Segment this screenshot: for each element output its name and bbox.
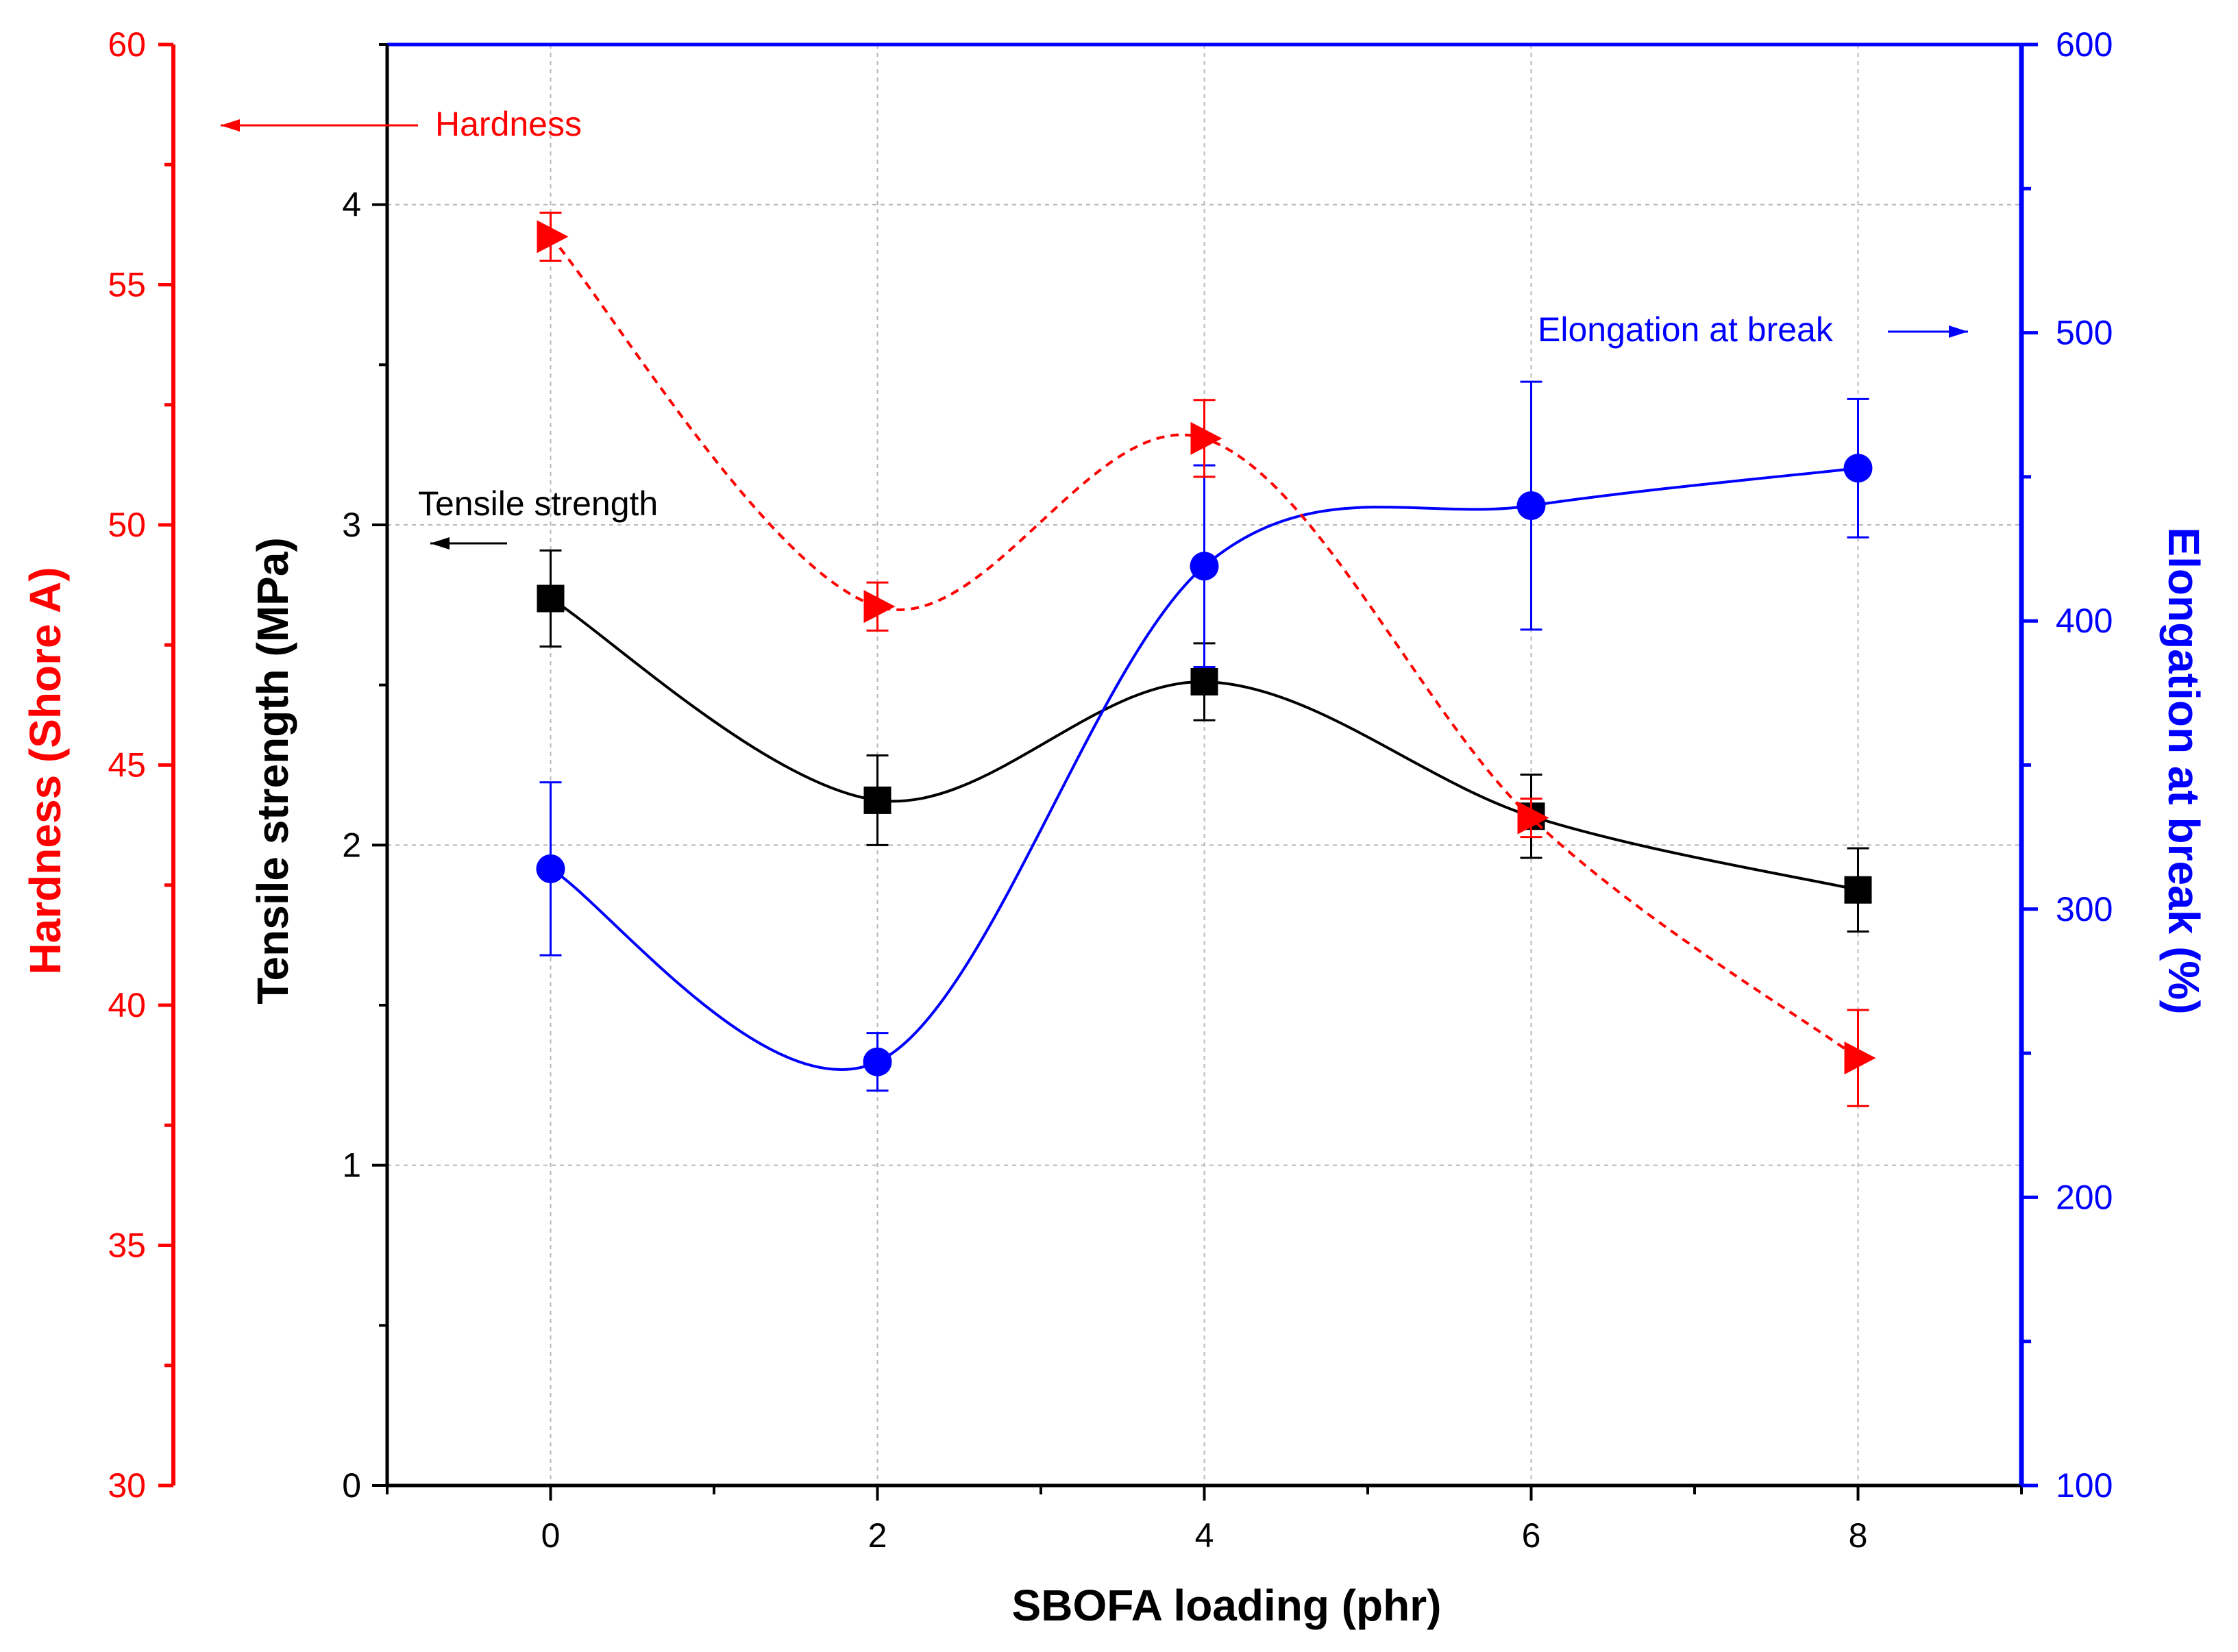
y-tick-label-hardness: 60 [108,25,146,64]
y-tick-label-tensile: 2 [342,826,361,864]
data-point-tensile-strength [1844,876,1872,904]
data-point-hardness [1190,421,1222,455]
series-elongation-at-break [536,380,1873,1092]
data-point-hardness [863,590,896,624]
annotation-arrow-tensile-strength-head [430,537,450,550]
y-tick-label-hardness: 30 [108,1466,146,1505]
data-point-hardness [537,220,569,254]
y-tick-label-tensile: 0 [342,1466,361,1505]
y-axis-title-tensile: Tensile strength (MPa) [248,537,297,1004]
data-point-elongation-at-break [1843,454,1873,483]
data-point-elongation-at-break [1190,552,1219,581]
y-axis-title-elongation: Elongation at break (%) [2159,527,2209,1014]
data-point-tensile-strength [863,786,891,814]
data-point-tensile-strength [1190,667,1218,695]
annotation-arrow-elongation-at-break-head [1949,325,1968,338]
series-line-elongation-at-break [550,467,1858,1071]
y-tick-label-elongation: 100 [2056,1466,2113,1505]
series-layer [536,211,1876,1107]
axes: 0 2 4 6 8 0 1 2 3 4 30 35 40 45 50 55 60 100 200 300 400 500 6… [108,25,2113,1555]
y-tick-label-elongation: 500 [2056,314,2113,352]
data-point-elongation-at-break [536,854,565,883]
y-tick-label-elongation: 400 [2056,602,2113,640]
x-tick-label: 8 [1849,1516,1868,1555]
data-point-elongation-at-break [863,1047,892,1076]
annotation-elongation-at-break: Elongation at break [1538,310,1834,349]
y-axis-title-hardness: Hardness (Shore A) [21,567,70,974]
annotation-arrow-hardness-head [221,119,240,132]
x-tick-label: 0 [541,1516,561,1555]
series-hardness [537,211,1876,1107]
data-point-elongation-at-break [1516,491,1546,520]
annotations: Hardness Tensile strength Elongation at … [221,105,1968,550]
data-point-hardness [1517,801,1549,835]
y-tick-label-tensile: 1 [342,1146,361,1185]
y-tick-label-elongation: 600 [2056,25,2113,64]
x-tick-label: 4 [1195,1516,1214,1555]
data-point-hardness [1844,1041,1876,1075]
y-tick-label-hardness: 40 [108,986,146,1024]
x-tick-label: 2 [868,1516,887,1555]
y-tick-label-elongation: 200 [2056,1178,2113,1216]
annotation-tensile-strength: Tensile strength [418,484,658,523]
y-tick-label-hardness: 50 [108,506,146,544]
y-tick-label-tensile: 3 [342,506,361,544]
y-tick-label-tensile: 4 [342,186,361,224]
annotation-hardness: Hardness [435,105,582,143]
y-tick-label-hardness: 45 [108,746,146,785]
y-tick-label-hardness: 55 [108,266,146,304]
x-axis-title: SBOFA loading (phr) [1012,1581,1442,1630]
grid [387,45,2021,1485]
y-tick-label-elongation: 300 [2056,890,2113,928]
data-point-tensile-strength [537,584,565,613]
y-tick-label-hardness: 35 [108,1226,146,1265]
x-tick-label: 6 [1522,1516,1541,1555]
